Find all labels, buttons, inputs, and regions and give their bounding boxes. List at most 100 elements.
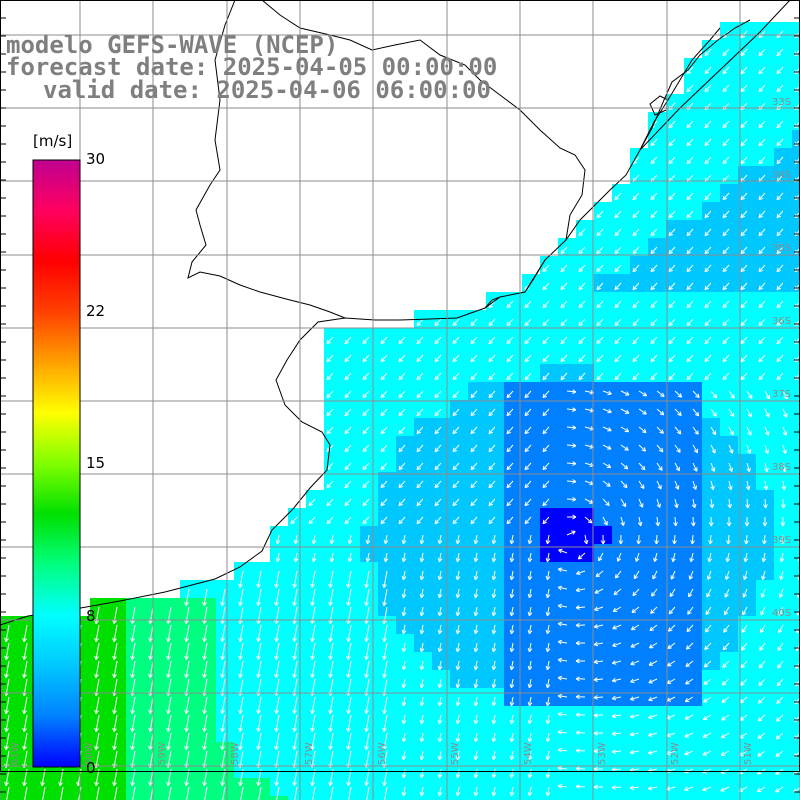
wind-arrow (434, 462, 442, 471)
wind-arrow (346, 786, 352, 800)
wind-arrow (629, 731, 640, 737)
wind-arrow (112, 714, 118, 733)
wind-arrow (707, 552, 713, 563)
wind-arrow (652, 570, 658, 580)
speed-cell (558, 796, 576, 800)
wind-arrow (557, 603, 568, 609)
lagoon-path (639, 19, 751, 151)
wind-arrow (650, 336, 658, 345)
wind-arrow (728, 444, 734, 454)
wind-arrow (637, 516, 643, 527)
speed-cell (216, 796, 234, 800)
wind-arrow (560, 336, 568, 345)
wind-arrow (452, 372, 460, 381)
wind-arrow (506, 318, 514, 327)
wind-arrow (220, 696, 226, 715)
wind-arrow (488, 516, 496, 525)
speed-cell (792, 58, 800, 76)
speed-cell (468, 796, 486, 800)
wind-arrow (596, 300, 604, 309)
wind-arrow (638, 444, 647, 452)
speed-cell (270, 796, 288, 800)
wind-arrow (618, 534, 624, 545)
wind-arrow (434, 372, 442, 381)
wind-arrow (616, 552, 622, 562)
wind-arrow (668, 336, 676, 345)
speed-cell (792, 472, 800, 490)
wind-arrow (776, 192, 784, 201)
speed-cell (792, 616, 800, 634)
wind-arrow (274, 696, 280, 715)
wind-arrow (704, 372, 712, 381)
wind-arrow (566, 389, 577, 394)
wind-arrow (647, 750, 658, 755)
wind-arrow (758, 120, 766, 129)
wind-arrow (130, 696, 136, 715)
wind-arrow (437, 660, 443, 671)
wind-arrow (166, 606, 172, 625)
wind-arrow (437, 678, 443, 689)
wind-arrow (362, 354, 370, 363)
wind-arrow (311, 534, 317, 545)
wind-arrow (310, 570, 316, 589)
wind-arrow (728, 426, 734, 436)
lat-label: 39S (772, 535, 791, 546)
wind-arrow (470, 390, 478, 399)
wind-arrow (648, 660, 658, 666)
lon-label: 51W (743, 742, 754, 765)
wind-arrow (722, 210, 730, 219)
speed-cell (792, 220, 800, 238)
wind-arrow (437, 534, 443, 545)
wind-arrow (686, 84, 694, 93)
wind-arrow (746, 444, 752, 454)
wind-arrow (346, 642, 352, 661)
wind-arrow (473, 570, 479, 581)
wind-arrow (722, 354, 730, 363)
wind-arrow (545, 696, 551, 707)
wind-arrow (656, 444, 664, 453)
speed-cell (504, 796, 522, 800)
wind-arrow (256, 570, 262, 589)
speed-cell (684, 796, 702, 800)
speed-cell (792, 544, 800, 562)
wind-arrow (686, 246, 694, 255)
wind-arrow (740, 318, 748, 327)
wind-arrow (593, 641, 604, 647)
wind-arrow (758, 336, 766, 345)
wind-arrow (686, 138, 694, 147)
wind-arrow (721, 714, 730, 721)
wind-arrow (166, 732, 172, 751)
wind-arrow (758, 318, 766, 327)
wind-arrow (746, 390, 753, 400)
wind-arrow (745, 480, 751, 491)
wind-arrow (491, 732, 497, 743)
wind-arrow (578, 318, 586, 327)
wind-arrow (346, 660, 352, 679)
wind-arrow (632, 318, 640, 327)
wind-arrow (4, 642, 10, 661)
wind-arrow (473, 714, 479, 725)
wind-arrow (437, 624, 443, 635)
wind-arrow (455, 768, 461, 779)
wind-arrow (722, 372, 730, 381)
wind-arrow (668, 300, 676, 309)
wind-arrow (527, 534, 533, 545)
wind-arrow (557, 585, 568, 591)
wind-arrow (722, 66, 730, 75)
wind-arrow (452, 426, 460, 435)
speed-cell (792, 526, 800, 544)
colorbar-unit: [m/s] (33, 132, 73, 150)
wind-arrow (759, 624, 766, 634)
wind-arrow (542, 318, 550, 327)
wind-arrow (710, 480, 715, 491)
wind-arrow (638, 462, 646, 471)
lat-label: 38S (772, 462, 791, 473)
wind-arrow (667, 642, 676, 650)
wind-arrow (758, 678, 766, 687)
speed-cell (792, 256, 800, 274)
wind-arrow (672, 534, 677, 545)
wind-arrow (740, 30, 748, 39)
wind-arrow (704, 228, 712, 237)
wind-arrow (527, 714, 533, 725)
